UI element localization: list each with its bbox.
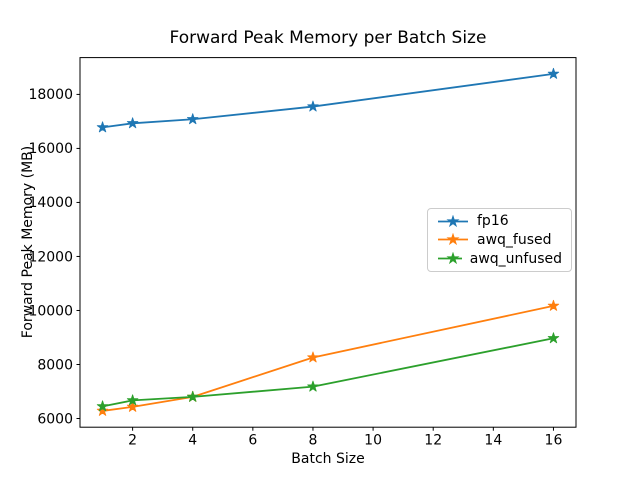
legend: fp16 awq_fused awq_unfused bbox=[427, 208, 572, 272]
y-tick-label: 6000 bbox=[37, 411, 73, 427]
series-awq_fused-marker bbox=[307, 351, 319, 363]
x-tick-label: 10 bbox=[364, 433, 382, 449]
series-fp16-marker bbox=[126, 117, 139, 129]
x-tick-label: 6 bbox=[248, 433, 257, 449]
legend-entry-awq_unfused: awq_unfused bbox=[437, 252, 562, 266]
series-awq_fused-marker bbox=[126, 400, 139, 412]
series-fp16-line bbox=[102, 72, 554, 129]
y-tick-label: 18000 bbox=[28, 87, 73, 103]
series-fp16-marker bbox=[307, 100, 319, 112]
series-awq_fused-marker bbox=[547, 299, 560, 311]
x-tick-label: 2 bbox=[128, 433, 137, 449]
x-tick-label: 8 bbox=[309, 433, 318, 449]
x-tick-label: 4 bbox=[188, 433, 197, 449]
series-awq_fused-line bbox=[102, 305, 554, 412]
series-awq_unfused-marker bbox=[547, 332, 560, 344]
legend-sample-fp16 bbox=[438, 214, 468, 227]
series-awq_fused-marker bbox=[96, 404, 109, 416]
series-fp16-marker bbox=[96, 121, 109, 133]
y-tick-label: 10000 bbox=[28, 303, 73, 319]
series-awq_unfused-marker bbox=[126, 394, 139, 406]
legend-label-awq_unfused: awq_unfused bbox=[469, 250, 562, 267]
x-tick-label: 14 bbox=[484, 433, 502, 449]
y-tick-label: 12000 bbox=[28, 249, 73, 265]
y-axis-label: Forward Peak Memory (MB) bbox=[20, 145, 36, 339]
legend-label-awq_fused: awq_fused bbox=[477, 231, 552, 248]
x-axis-label: Batch Size bbox=[291, 451, 365, 467]
legend-sample-awq_fused bbox=[438, 233, 468, 246]
x-tick-label: 12 bbox=[424, 433, 442, 449]
series-fp16-marker bbox=[187, 113, 199, 125]
series-fp16-marker bbox=[547, 67, 560, 79]
series-awq_unfused-marker bbox=[96, 400, 109, 412]
series-awq_unfused-marker bbox=[307, 380, 319, 392]
star-marker-icon bbox=[446, 233, 460, 246]
y-tick-label: 16000 bbox=[28, 141, 73, 157]
series-awq_unfused-marker bbox=[187, 390, 199, 402]
legend-label-fp16: fp16 bbox=[477, 213, 509, 230]
star-marker-icon bbox=[446, 214, 460, 227]
x-tick-label: 16 bbox=[545, 433, 563, 449]
star-marker-icon bbox=[446, 252, 460, 265]
y-tick-label: 8000 bbox=[37, 357, 73, 373]
y-tick-label: 14000 bbox=[28, 195, 73, 211]
series-awq_unfused-line bbox=[102, 337, 554, 408]
legend-entry-fp16: fp16 bbox=[437, 214, 562, 228]
legend-entry-awq_fused: awq_fused bbox=[437, 233, 562, 247]
axes-spines bbox=[79, 57, 577, 428]
chart-title: Forward Peak Memory per Batch Size bbox=[169, 28, 487, 48]
legend-sample-awq_unfused bbox=[438, 252, 462, 265]
